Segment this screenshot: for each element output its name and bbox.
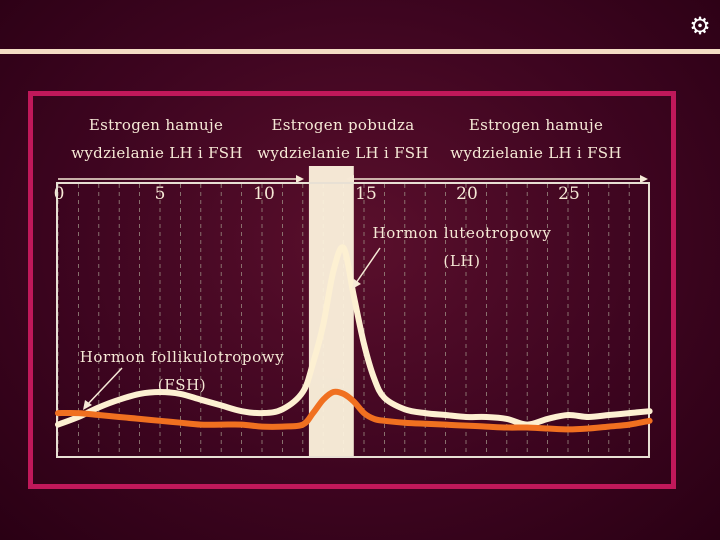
- x-tick-10: 10: [253, 184, 275, 204]
- region-3-label-line2: wydzielanie LH i FSH: [450, 144, 622, 162]
- lh-pointer-line: [355, 247, 381, 284]
- fsh-series-line: [55, 388, 653, 433]
- x-tick-20: 20: [456, 184, 478, 204]
- plot-border: [56, 182, 650, 458]
- x-tick-0: 0: [53, 184, 65, 204]
- fsh-pointer-head: [83, 400, 92, 410]
- x-tick-25: 25: [558, 184, 580, 204]
- fsh-pointer-line: [86, 367, 123, 406]
- region-arrows: [58, 175, 648, 183]
- top-rule: [0, 49, 720, 54]
- x-tick-15: 15: [355, 184, 377, 204]
- lh-label-line2: (LH): [443, 252, 481, 270]
- lh-series-line: [55, 244, 653, 428]
- region-arrow-left-head: [296, 175, 304, 183]
- region-arrow-right-head-end: [640, 175, 648, 183]
- region-arrow-right-head-start: [346, 175, 354, 183]
- lh-label-line1: Hormon luteotropowy: [372, 224, 552, 242]
- region-2-label-line1: Estrogen pobudza: [271, 116, 415, 134]
- lh-pointer-head: [352, 279, 361, 289]
- region-1-label-line2: wydzielanie LH i FSH: [71, 144, 243, 162]
- fsh-label-line1: Hormon follikulotropowy: [79, 348, 285, 366]
- chart-frame: [28, 91, 676, 489]
- region-2-label-line2: wydzielanie LH i FSH: [257, 144, 429, 162]
- region-3-label-line1: Estrogen hamuje: [468, 116, 604, 134]
- region-1-label-line1: Estrogen hamuje: [88, 116, 224, 134]
- fsh-label-line2: (FSH): [157, 376, 207, 394]
- gear-icon[interactable]: ⚙: [689, 12, 711, 40]
